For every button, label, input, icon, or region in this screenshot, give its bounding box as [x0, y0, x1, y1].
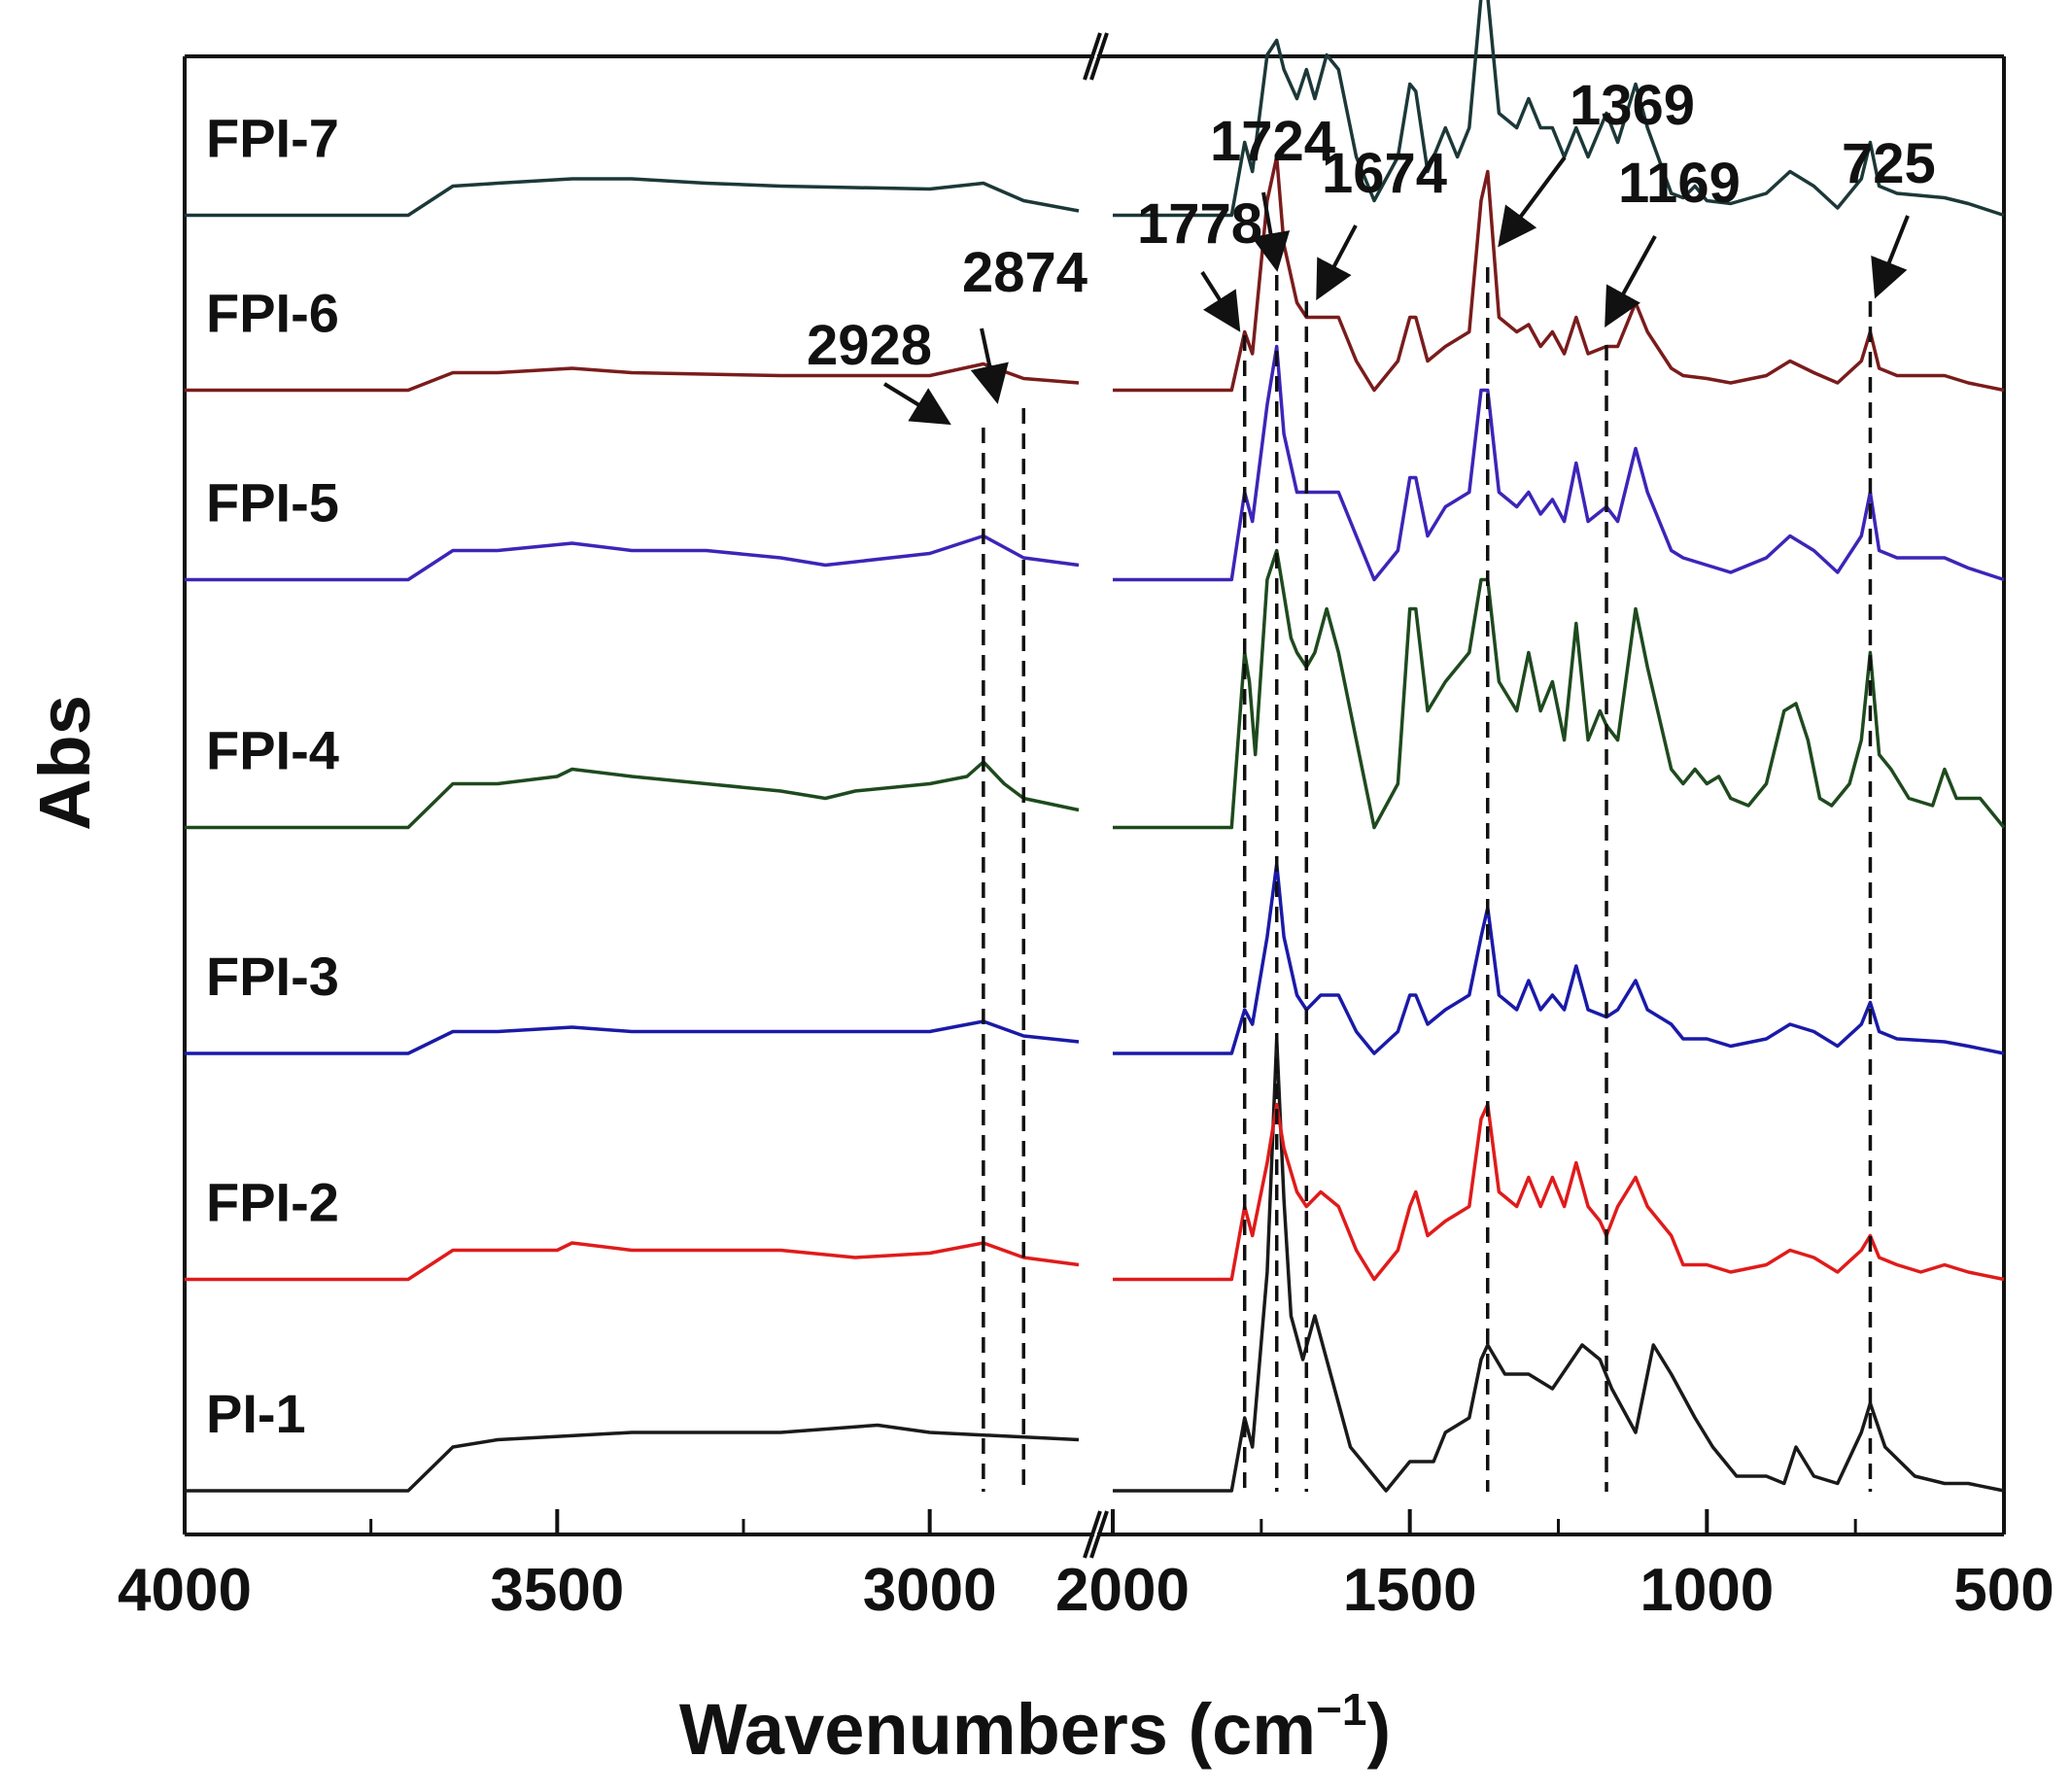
peak-label-1674: 1674	[1322, 142, 1447, 205]
peak-arrow-2874	[970, 327, 1009, 404]
peak-arrow-1724	[1251, 191, 1291, 272]
series-label-fpi-7: FPI-7	[206, 108, 339, 169]
x-tick-label: 1500	[1343, 1557, 1477, 1624]
series-line-fpi-6-left	[185, 362, 1080, 393]
x-axis-title-close: )	[1367, 1689, 1392, 1770]
x-axis-title-main: Wavenumbers (cm	[679, 1689, 1316, 1770]
series-label-pi-1: PI-1	[206, 1383, 306, 1444]
series-label-fpi-3: FPI-3	[206, 946, 339, 1007]
peak-label-1724: 1724	[1210, 110, 1335, 173]
guide-lines	[982, 267, 1873, 1492]
series-line-fpi-2-left	[185, 1241, 1080, 1282]
axis-break-mark	[1089, 1510, 1109, 1559]
series-layer	[185, 0, 2006, 1493]
x-tick-label: 3000	[863, 1557, 997, 1624]
series-line-fpi-7-right	[1113, 0, 2005, 218]
peak-arrow-1169	[1605, 235, 1657, 328]
series-line-pi-1-right	[1113, 1037, 2005, 1493]
peak-arrow-1369	[1498, 155, 1567, 248]
series-label-fpi-6: FPI-6	[206, 283, 339, 344]
axis-break-mark	[1083, 1510, 1102, 1559]
peak-label-725: 725	[1842, 132, 1936, 195]
series-line-fpi-5-left	[185, 534, 1080, 582]
series-line-fpi-3-left	[185, 1019, 1080, 1055]
x-axis-title-superscript: −1	[1316, 1684, 1366, 1735]
plot-frame	[183, 32, 2006, 1559]
series-label-fpi-4: FPI-4	[206, 720, 339, 781]
peak-label-1169: 1169	[1618, 152, 1741, 215]
series-labels: PI-1 FPI-2 FPI-3 FPI-4 FPI-5 FPI-6 FPI-7	[206, 108, 339, 1445]
series-label-fpi-2: FPI-2	[206, 1172, 339, 1233]
axis-break-mark	[1089, 32, 1109, 81]
peak-arrow-725	[1871, 215, 1910, 299]
x-tick-label: 2000	[1055, 1557, 1190, 1624]
peak-label-2874: 2874	[962, 241, 1087, 304]
peak-label-2928: 2928	[807, 314, 932, 377]
peak-label-1369: 1369	[1570, 74, 1695, 137]
x-tick-label: 1000	[1640, 1557, 1774, 1624]
axis-break-mark	[1083, 32, 1102, 81]
series-label-fpi-5: FPI-5	[206, 472, 339, 534]
series-line-fpi-7-left	[185, 177, 1080, 218]
series-line-fpi-2-right	[1113, 1102, 2005, 1282]
x-tick-label: 3500	[490, 1557, 624, 1624]
x-axis-title: Wavenumbers (cm−1)	[679, 1684, 1391, 1770]
series-line-fpi-4-left	[185, 760, 1080, 830]
peak-arrow-1778	[1200, 270, 1241, 332]
series-line-fpi-3-right	[1113, 862, 2005, 1055]
x-tick-label: 4000	[118, 1557, 252, 1624]
y-axis-title: Abs	[24, 695, 105, 831]
peak-label-1778: 1778	[1137, 192, 1262, 256]
series-line-pi-1-left	[185, 1423, 1080, 1493]
peak-arrow-2928	[882, 382, 951, 426]
x-axis-ticks: 4000 3500 3000 2000 1500 1000 500	[118, 1509, 2054, 1624]
peak-arrow-1674	[1316, 224, 1358, 301]
x-tick-label: 500	[1953, 1557, 2054, 1624]
